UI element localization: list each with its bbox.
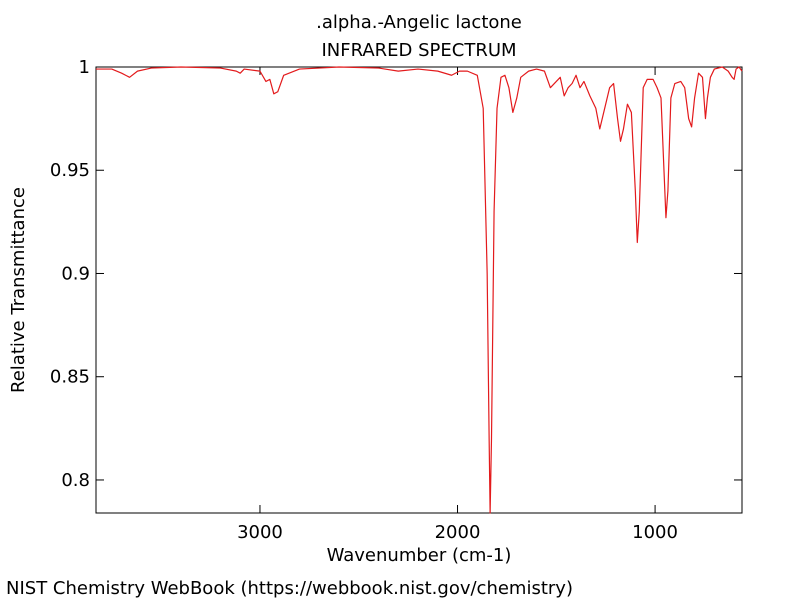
y-tick-label: 0.95 (50, 160, 90, 181)
source-note: NIST Chemistry WebBook (https://webbook.… (6, 578, 573, 599)
chart-title: .alpha.-Angelic lactone (316, 12, 522, 33)
y-tick-label: 0.85 (50, 367, 90, 388)
y-tick-label: 1 (79, 57, 90, 78)
y-tick-label: 0.9 (61, 263, 90, 284)
y-tick-label: 0.8 (61, 470, 90, 491)
plot-frame (95, 66, 743, 514)
x-tick-label: 1000 (632, 522, 678, 543)
x-axis-label: Wavenumber (cm-1) (327, 545, 512, 566)
x-tick-label: 3000 (237, 522, 283, 543)
x-tick-label: 2000 (435, 522, 481, 543)
chart-subtitle: INFRARED SPECTRUM (321, 40, 516, 61)
y-axis-label: Relative Transmittance (8, 187, 29, 393)
spectrum-line (96, 66, 743, 514)
